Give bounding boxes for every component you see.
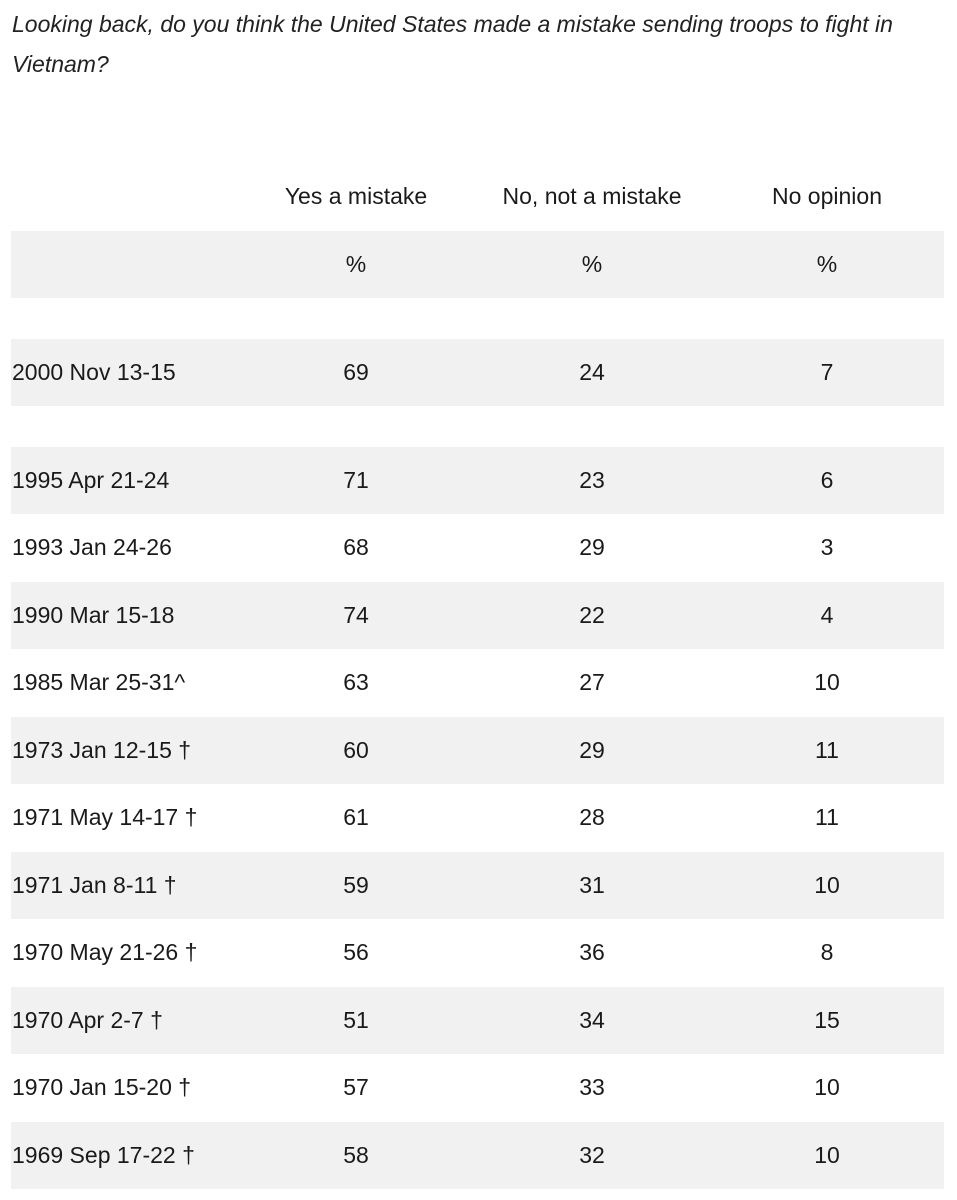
row-no-value: 36 <box>579 939 605 966</box>
table-row: 1969 Sep 17-22 † 58 32 10 <box>11 1121 944 1189</box>
table-row: 1970 May 21-26 † 56 36 8 <box>11 919 944 987</box>
table-row: 1973 Jan 12-15 † 60 29 11 <box>11 716 944 784</box>
row-yes-value: 59 <box>343 871 369 898</box>
row-noop-value: 11 <box>815 804 839 831</box>
row-no-value: 22 <box>579 601 605 628</box>
row-date: 1970 Jan 15-20 † <box>12 1074 192 1101</box>
row-date: 1973 Jan 12-15 † <box>12 736 192 763</box>
row-date: 1995 Apr 21-24 <box>12 466 170 493</box>
question-text: Looking back, do you think the United St… <box>12 11 893 77</box>
row-no-value: 33 <box>579 1074 605 1101</box>
row-noop-value: 3 <box>820 534 834 561</box>
unit-yes: % <box>345 250 367 277</box>
row-noop-value: 10 <box>814 1074 840 1101</box>
row-date: 1985 Mar 25-31^ <box>12 669 186 696</box>
row-yes-value: 71 <box>343 466 369 493</box>
row-date: 1969 Sep 17-22 † <box>12 1141 195 1168</box>
row-yes-value: 60 <box>343 736 369 763</box>
row-no-value: 28 <box>579 804 605 831</box>
row-noop-value: 10 <box>814 1141 840 1168</box>
row-yes-value: 69 <box>343 358 369 385</box>
row-date: 1993 Jan 24-26 <box>12 534 172 561</box>
row-yes-value: 56 <box>343 939 369 966</box>
table-row: 1985 Mar 25-31^ 63 27 10 <box>11 649 944 717</box>
row-yes-value: 74 <box>343 601 369 628</box>
row-yes-value: 58 <box>343 1141 369 1168</box>
row-date: 1971 May 14-17 † <box>12 804 198 831</box>
row-noop-value: 10 <box>814 871 840 898</box>
row-date: 1970 May 21-26 † <box>12 939 198 966</box>
unit-no: % <box>581 250 603 277</box>
row-noop-value: 4 <box>820 601 834 628</box>
row-no-value: 29 <box>579 736 605 763</box>
row-no-value: 32 <box>579 1141 605 1168</box>
row-no-value: 27 <box>579 669 605 696</box>
row-noop-value: 8 <box>820 939 834 966</box>
row-date: 1970 Apr 2-7 † <box>12 1006 163 1033</box>
unit-row: % % % <box>11 230 944 298</box>
table-row: 1995 Apr 21-24 71 23 6 <box>11 446 944 514</box>
header-yes-mistake: Yes a mistake <box>284 183 428 210</box>
unit-noop: % <box>816 250 838 277</box>
table-row: 1993 Jan 24-26 68 29 3 <box>11 514 944 582</box>
header-no-opinion: No opinion <box>772 183 882 210</box>
row-noop-value: 7 <box>820 358 834 385</box>
row-noop-value: 6 <box>820 466 834 493</box>
row-date: 2000 Nov 13-15 <box>12 358 176 385</box>
row-noop-value: 11 <box>815 736 839 763</box>
row-yes-value: 63 <box>343 669 369 696</box>
table-row: 1971 May 14-17 † 61 28 11 <box>11 784 944 852</box>
row-date: 1971 Jan 8-11 † <box>12 871 177 898</box>
row-yes-value: 51 <box>343 1006 369 1033</box>
row-yes-value: 61 <box>343 804 369 831</box>
row-no-value: 23 <box>579 466 605 493</box>
row-no-value: 34 <box>579 1006 605 1033</box>
column-header-row: Yes a mistake No, not a mistake No opini… <box>11 163 944 231</box>
row-date: 1990 Mar 15-18 <box>12 601 175 628</box>
table-row: 1970 Jan 15-20 † 57 33 10 <box>11 1054 944 1122</box>
row-yes-value: 57 <box>343 1074 369 1101</box>
row-no-value: 24 <box>579 358 605 385</box>
table-row: 1990 Mar 15-18 74 22 4 <box>11 581 944 649</box>
row-noop-value: 10 <box>814 669 840 696</box>
table-row: 2000 Nov 13-15 69 24 7 <box>11 338 944 406</box>
row-spacer <box>11 406 944 447</box>
table-row: 1970 Apr 2-7 † 51 34 15 <box>11 986 944 1054</box>
results-table: Yes a mistake No, not a mistake No opini… <box>11 163 944 1189</box>
row-no-value: 29 <box>579 534 605 561</box>
header-not-mistake: No, not a mistake <box>502 183 682 210</box>
row-spacer <box>11 298 944 339</box>
row-noop-value: 15 <box>814 1006 840 1033</box>
row-no-value: 31 <box>579 871 605 898</box>
row-yes-value: 68 <box>343 534 369 561</box>
table-row: 1971 Jan 8-11 † 59 31 10 <box>11 851 944 919</box>
